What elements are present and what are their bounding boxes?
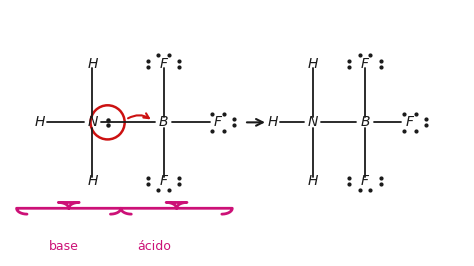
Text: H: H [87, 57, 98, 71]
Text: F: F [160, 174, 167, 188]
Text: F: F [406, 115, 414, 129]
Text: H: H [308, 57, 318, 71]
FancyArrowPatch shape [128, 113, 149, 118]
Text: N: N [87, 115, 98, 129]
Text: N: N [308, 115, 318, 129]
Text: H: H [308, 174, 318, 188]
Text: H: H [267, 115, 278, 129]
Text: B: B [159, 115, 168, 129]
Text: base: base [49, 240, 79, 252]
Text: F: F [214, 115, 222, 129]
Text: B: B [360, 115, 370, 129]
Text: ácido: ácido [137, 240, 171, 252]
Text: H: H [35, 115, 46, 129]
Text: F: F [160, 57, 167, 71]
Text: F: F [361, 174, 369, 188]
Text: H: H [87, 174, 98, 188]
Text: F: F [361, 57, 369, 71]
